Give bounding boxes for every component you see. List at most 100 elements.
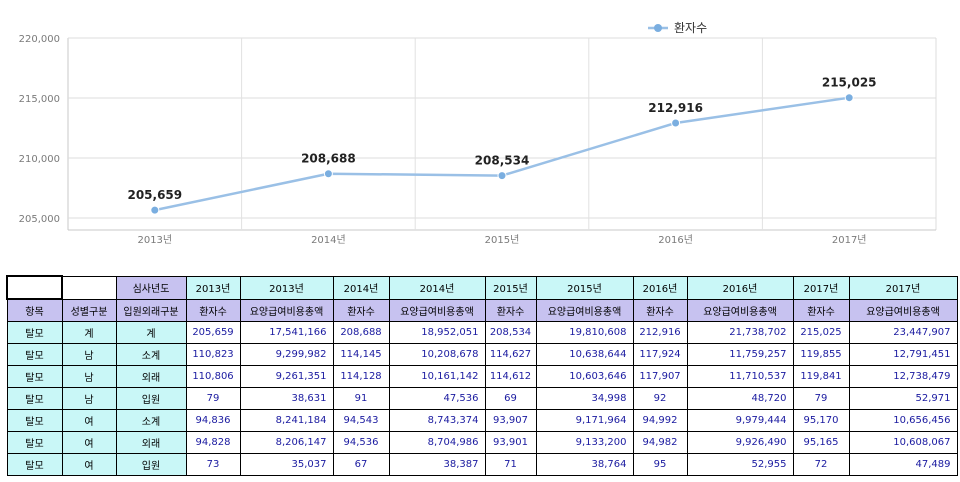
data-table-area: 심사년도 2013년 2013년 2014년 2014년 2015년 2015년 2016년 2… (6, 275, 958, 476)
value-cell: 8,743,374 (388, 409, 486, 432)
value-cell: 9,171,964 (535, 409, 634, 432)
value-cell: 94,836 (185, 409, 241, 432)
value-cell: 38,387 (388, 453, 486, 476)
header-corner-cell (6, 275, 63, 300)
value-cell: 114,612 (484, 365, 537, 388)
value-cell: 35,037 (239, 453, 334, 476)
data-label: 208,534 (475, 154, 530, 168)
row-label-cell: 계 (115, 321, 187, 344)
value-cell: 34,998 (535, 387, 634, 410)
row-label-cell: 탈모 (6, 387, 63, 410)
value-cell: 110,806 (185, 365, 241, 388)
value-cell: 117,924 (632, 343, 688, 366)
row-label-cell: 탈모 (6, 409, 63, 432)
value-cell: 10,656,456 (848, 409, 958, 432)
x-tick-label: 2016년 (658, 234, 693, 246)
value-cell: 114,145 (332, 343, 390, 366)
year-header-cell: 2016년 (632, 275, 688, 300)
value-cell: 114,128 (332, 365, 390, 388)
value-cell: 91 (332, 387, 390, 410)
row-label-cell: 소계 (115, 343, 187, 366)
value-cell: 47,536 (388, 387, 486, 410)
column-header-cell: 환자수 (185, 298, 241, 322)
value-cell: 71 (484, 453, 537, 476)
data-label: 205,659 (127, 188, 182, 202)
value-cell: 110,823 (185, 343, 241, 366)
column-header-cell: 환자수 (484, 298, 537, 322)
year-header-cell: 2013년 (239, 275, 334, 300)
value-cell: 79 (792, 387, 850, 410)
table-row: 탈모 남 소계 110,823 9,299,982 114,145 10,208,678 11… (6, 343, 958, 366)
column-header-cell: 환자수 (632, 298, 688, 322)
year-header-cell: 2017년 (792, 275, 850, 300)
year-header-cell: 2015년 (484, 275, 537, 300)
value-cell: 69 (484, 387, 537, 410)
column-header-cell: 환자수 (792, 298, 850, 322)
header-corner-cell (61, 275, 117, 300)
y-tick-label: 205,000 (19, 214, 60, 225)
value-cell: 95,170 (792, 409, 850, 432)
value-cell: 72 (792, 453, 850, 476)
row-label-cell: 여 (61, 431, 117, 454)
value-cell: 38,631 (239, 387, 334, 410)
value-cell: 9,979,444 (686, 409, 794, 432)
year-header-cell: 2014년 (332, 275, 390, 300)
value-cell: 92 (632, 387, 688, 410)
value-cell: 9,299,982 (239, 343, 334, 366)
value-cell: 48,720 (686, 387, 794, 410)
row-label-cell: 탈모 (6, 365, 63, 388)
row-label-cell: 외래 (115, 365, 187, 388)
legend-label: 환자수 (674, 21, 707, 35)
row-label-cell: 남 (61, 365, 117, 388)
data-label: 212,916 (648, 101, 703, 115)
column-header-cell: 요양급여비용총액 (388, 298, 486, 322)
value-cell: 21,738,702 (686, 321, 794, 344)
value-cell: 52,955 (686, 453, 794, 476)
table-row: 탈모 여 외래 94,828 8,206,147 94,536 8,704,986 93,90… (6, 431, 958, 454)
row-label-cell: 남 (61, 343, 117, 366)
column-header-cell: 요양급여비용총액 (535, 298, 634, 322)
column-header-cell: 환자수 (332, 298, 390, 322)
value-cell: 119,855 (792, 343, 850, 366)
row-label-cell: 탈모 (6, 343, 63, 366)
row-label-cell: 여 (61, 453, 117, 476)
column-header-cell: 요양급여비용총액 (848, 298, 958, 322)
value-cell: 12,738,479 (848, 365, 958, 388)
value-cell: 10,208,678 (388, 343, 486, 366)
year-header-cell: 2015년 (535, 275, 634, 300)
value-cell: 8,206,147 (239, 431, 334, 454)
value-cell: 12,791,451 (848, 343, 958, 366)
value-cell: 10,161,142 (388, 365, 486, 388)
value-cell: 95,165 (792, 431, 850, 454)
x-tick-label: 2017년 (832, 234, 867, 246)
value-cell: 94,992 (632, 409, 688, 432)
row-label-cell: 소계 (115, 409, 187, 432)
table-row: 탈모 여 입원 73 35,037 67 38,387 71 38,764 95 52,955 72 4… (6, 453, 958, 476)
y-tick-label: 220,000 (19, 34, 60, 45)
data-point (844, 93, 854, 103)
chart-svg: 205,000 210,000 215,000 220,000 2013년 2014년 20… (19, 21, 937, 246)
value-cell: 93,907 (484, 409, 537, 432)
row-label-cell: 여 (61, 409, 117, 432)
column-header-cell: 성별구분 (61, 298, 117, 322)
table-row: 탈모 남 외래 110,806 9,261,351 114,128 10,161,142 11… (6, 365, 958, 388)
value-cell: 9,261,351 (239, 365, 334, 388)
value-cell: 10,603,646 (535, 365, 634, 388)
value-cell: 94,982 (632, 431, 688, 454)
value-cell: 208,534 (484, 321, 537, 344)
value-cell: 79 (185, 387, 241, 410)
data-point (671, 118, 681, 128)
table-row: 탈모 계 계 205,659 17,541,166 208,688 18,952,051 20… (6, 321, 958, 344)
data-label: 208,688 (301, 152, 356, 166)
value-cell: 215,025 (792, 321, 850, 344)
x-tick-label: 2015년 (485, 234, 520, 246)
table-header-row-year: 심사년도 2013년 2013년 2014년 2014년 2015년 2015년 2016년 2… (6, 275, 958, 300)
value-cell: 93,901 (484, 431, 537, 454)
column-header-cell: 요양급여비용총액 (686, 298, 794, 322)
value-cell: 19,810,608 (535, 321, 634, 344)
header-corner-cell: 심사년도 (115, 275, 187, 300)
data-point (323, 169, 333, 179)
row-label-cell: 탈모 (6, 453, 63, 476)
value-cell: 212,916 (632, 321, 688, 344)
value-cell: 9,133,200 (535, 431, 634, 454)
